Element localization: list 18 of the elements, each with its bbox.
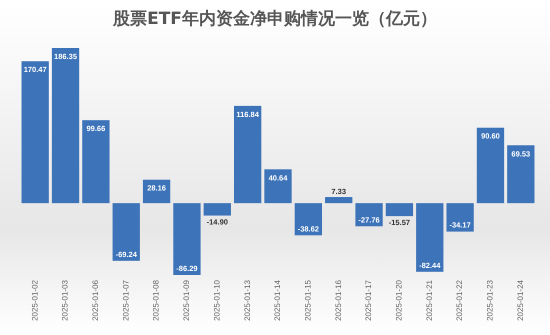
x-tick-label: 2025-01-17 (364, 279, 374, 321)
chart-title: 股票ETF年内资金净申购情况一览（亿元） (112, 9, 437, 29)
x-tick-label: 2025-01-09 (182, 279, 192, 321)
x-tick-label: 2025-01-24 (516, 279, 525, 321)
x-tick-label: 2025-01-10 (212, 279, 222, 321)
x-tick-label: 2025-01-07 (121, 279, 130, 321)
x-tick-label: 2025-01-22 (455, 279, 464, 321)
x-tick-label: 2025-01-06 (90, 279, 100, 321)
x-tick-label: 2025-01-03 (60, 279, 70, 321)
x-tick-label: 2025-01-15 (303, 279, 312, 321)
x-tick-label: 2025-01-13 (242, 279, 252, 321)
x-tick-label: 2025-01-16 (334, 279, 343, 321)
x-tick-label: 2025-01-14 (273, 279, 282, 321)
x-tick-label: 2025-01-02 (30, 279, 40, 321)
x-tick-label: 2025-01-23 (486, 279, 495, 321)
x-tick-label: 2025-01-08 (152, 279, 161, 321)
x-tick-label: 2025-01-21 (424, 279, 434, 321)
x-tick-label: 2025-01-20 (394, 279, 404, 321)
